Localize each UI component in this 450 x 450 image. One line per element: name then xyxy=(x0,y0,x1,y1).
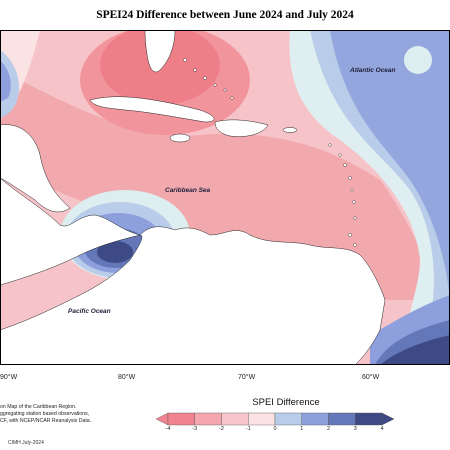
note-line: on Map of the Caribbean Region. xyxy=(0,404,77,410)
ca-very-wet xyxy=(97,241,133,263)
jamaica-land xyxy=(169,133,191,143)
spei-map: Atlantic Ocean Caribbean Sea Pacific Oce… xyxy=(0,30,450,365)
legend-tick-label: -1 xyxy=(245,426,251,432)
legend-tick-label: -2 xyxy=(219,426,224,432)
legend-tick-label: 0 xyxy=(273,426,277,432)
caribbean-sea-label: Caribbean Sea xyxy=(165,187,211,194)
lon-label-70w: 70°W xyxy=(238,374,256,381)
puerto-rico-land xyxy=(282,127,298,133)
map-notes: on Map of the Caribbean Region. ggregati… xyxy=(0,404,140,425)
legend-tick-label: 4 xyxy=(380,426,384,432)
colorbar-segment xyxy=(274,412,302,426)
hispaniola-land xyxy=(214,119,269,137)
colorbar-segment xyxy=(248,412,276,426)
bahamas xyxy=(183,58,234,100)
colorbar-segment xyxy=(221,412,249,426)
se-very-wet xyxy=(380,335,450,365)
colorbar-end-low xyxy=(155,412,169,426)
colorbar-end-high xyxy=(381,412,395,426)
florida-land xyxy=(144,30,176,73)
legend-title: SPEI Difference xyxy=(252,397,320,408)
atlantic-ocean-label: Atlantic Ocean xyxy=(349,67,396,74)
pacific-ocean-label: Pacific Ocean xyxy=(68,308,111,315)
cuba-land xyxy=(89,96,215,123)
legend-tick-label: -4 xyxy=(165,426,171,432)
map-title: SPEI24 Difference between June 2024 and … xyxy=(96,9,354,21)
legend-tick-label: 3 xyxy=(353,426,357,432)
colorbar-segment xyxy=(194,412,222,426)
legend-tick-label: 1 xyxy=(300,426,304,432)
lesser-antilles xyxy=(328,143,357,247)
lon-label-60w: 60°W xyxy=(362,374,380,381)
caribbean-moderate-dry-zone xyxy=(0,70,440,300)
west-wet-patch-inner xyxy=(0,60,11,102)
south-central-america-land xyxy=(0,177,386,365)
note-line: CF, with NCEP/NCAR Reanalysis Data. xyxy=(0,418,92,424)
colorbar-segment xyxy=(328,412,356,426)
yucatan-land xyxy=(0,124,71,213)
atlantic-neutral-spot xyxy=(404,46,432,74)
color-bar xyxy=(155,412,395,426)
atlantic-blue xyxy=(330,30,450,300)
colorbar-segment xyxy=(167,412,195,426)
legend-tick-label: 2 xyxy=(326,426,331,432)
colorbar-segment xyxy=(355,412,383,426)
lon-label-90w: 90°W xyxy=(0,374,18,381)
credit-text: CIMH July-2024 xyxy=(8,440,44,446)
legend-tick-label: -3 xyxy=(192,426,198,432)
colorbar-segment xyxy=(301,412,329,426)
note-line: ggregating station based observations, xyxy=(0,411,90,417)
lon-label-80w: 80°W xyxy=(118,374,136,381)
